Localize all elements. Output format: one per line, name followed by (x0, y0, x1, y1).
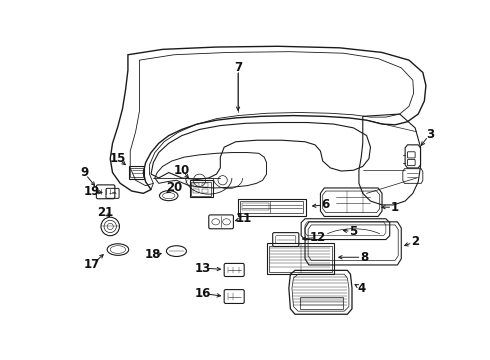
Text: 18: 18 (145, 248, 162, 261)
Bar (240, 201, 303, 213)
Bar (269, 246, 332, 272)
Bar (267, 243, 334, 274)
Bar (300, 297, 343, 309)
Bar (129, 166, 144, 179)
Text: 8: 8 (360, 251, 368, 264)
Bar (202, 189, 208, 193)
Bar (190, 180, 213, 197)
Bar (202, 183, 208, 187)
Bar (193, 183, 199, 187)
Text: 16: 16 (195, 287, 211, 300)
Text: 20: 20 (166, 181, 182, 194)
Text: 12: 12 (310, 231, 326, 244)
Bar (238, 199, 306, 216)
Text: 3: 3 (426, 127, 434, 140)
Bar (191, 182, 211, 195)
Text: 19: 19 (84, 185, 100, 198)
Text: 5: 5 (349, 225, 358, 238)
Text: 1: 1 (391, 201, 399, 214)
Bar (193, 189, 199, 193)
Text: 10: 10 (173, 164, 190, 177)
Text: 21: 21 (97, 206, 113, 219)
Bar (130, 168, 143, 177)
Text: 17: 17 (84, 258, 100, 271)
Bar (242, 203, 269, 210)
Text: 4: 4 (357, 282, 366, 294)
Text: 7: 7 (234, 61, 242, 74)
Text: 9: 9 (80, 166, 88, 179)
Text: 11: 11 (235, 212, 251, 225)
Text: 15: 15 (110, 152, 126, 165)
Text: 6: 6 (322, 198, 330, 211)
Text: 2: 2 (411, 235, 419, 248)
Text: 13: 13 (195, 261, 211, 275)
